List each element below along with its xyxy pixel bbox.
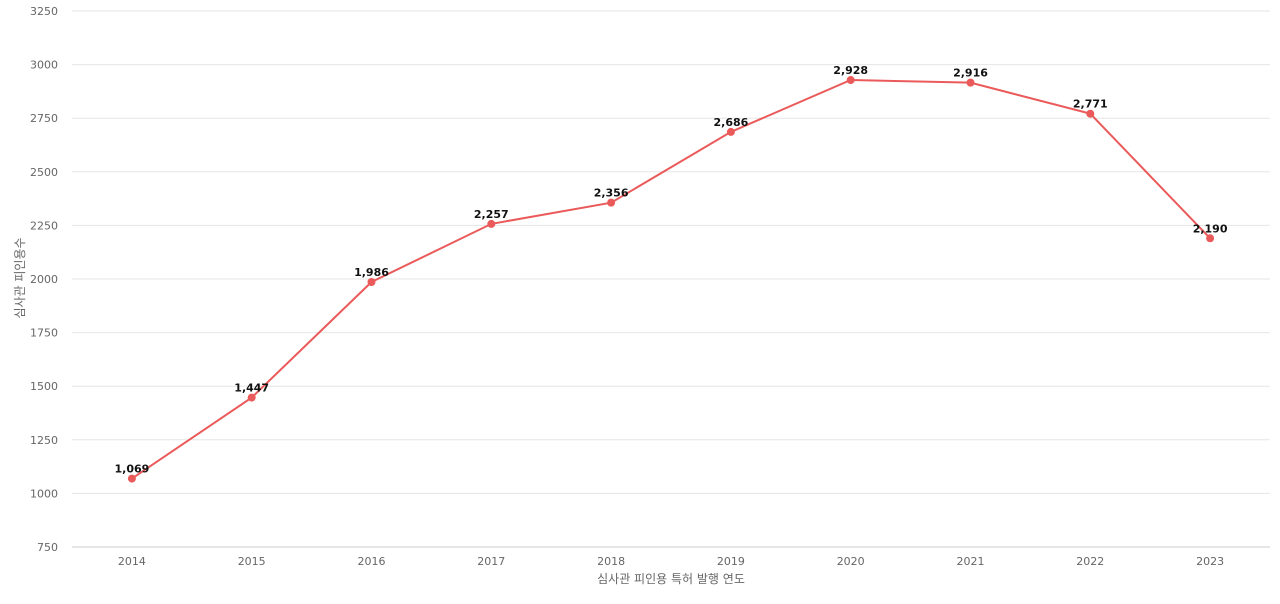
data-labels: 1,069 1,447 1,986 2,257 2,356 2,686 2,928 2,916… bbox=[115, 64, 1228, 476]
y-tick-label: 1500 bbox=[30, 380, 58, 393]
data-point[interactable] bbox=[966, 78, 975, 87]
x-tick-label: 2022 bbox=[1076, 555, 1104, 568]
x-tick-label: 2020 bbox=[837, 555, 865, 568]
data-label: 2,928 bbox=[833, 64, 868, 77]
y-axis-title: 심사관 피인용수 bbox=[13, 237, 27, 318]
y-tick-label: 750 bbox=[37, 541, 58, 554]
x-tick-label: 2019 bbox=[717, 555, 745, 568]
grid-layer bbox=[72, 10, 1270, 494]
data-point[interactable] bbox=[607, 198, 616, 207]
data-label: 1,069 bbox=[115, 463, 150, 476]
y-tick-label: 2250 bbox=[30, 219, 58, 232]
y-tick-label: 3000 bbox=[30, 59, 58, 72]
data-point[interactable] bbox=[1206, 234, 1215, 243]
data-label: 2,771 bbox=[1073, 98, 1108, 111]
x-tick-label: 2021 bbox=[957, 555, 985, 568]
y-tick-label: 2750 bbox=[30, 112, 58, 125]
data-label: 1,986 bbox=[354, 266, 389, 279]
x-axis-ticks: 2014 2015 2016 2017 2018 2019 2020 2021 2022 2023 bbox=[118, 555, 1224, 568]
data-point[interactable] bbox=[127, 474, 136, 483]
data-points bbox=[127, 76, 1215, 483]
y-tick-label: 3250 bbox=[30, 5, 58, 18]
y-tick-label: 1750 bbox=[30, 327, 58, 340]
x-tick-label: 2016 bbox=[358, 555, 386, 568]
data-label: 2,356 bbox=[594, 187, 629, 200]
data-label: 2,190 bbox=[1193, 222, 1228, 235]
data-label: 2,686 bbox=[714, 116, 749, 129]
y-tick-label: 1250 bbox=[30, 434, 58, 447]
x-tick-label: 2014 bbox=[118, 555, 146, 568]
data-point[interactable] bbox=[367, 278, 376, 287]
y-axis-ticks: 750 1000 1250 1500 1750 2000 2250 2500 2750 3000 3… bbox=[30, 5, 58, 554]
data-label: 1,447 bbox=[234, 382, 269, 395]
x-tick-label: 2017 bbox=[477, 555, 505, 568]
data-label: 2,916 bbox=[953, 67, 988, 80]
data-point[interactable] bbox=[247, 393, 256, 402]
series-line bbox=[131, 78, 1211, 480]
data-point[interactable] bbox=[846, 76, 855, 85]
x-axis-title: 심사관 피인용 특허 발행 연도 bbox=[597, 571, 745, 586]
data-point[interactable] bbox=[1086, 109, 1095, 118]
y-tick-label: 2000 bbox=[30, 273, 58, 286]
data-point[interactable] bbox=[487, 219, 496, 228]
x-tick-label: 2018 bbox=[597, 555, 625, 568]
y-tick-label: 2500 bbox=[30, 166, 58, 179]
x-tick-label: 2023 bbox=[1196, 555, 1224, 568]
data-label: 2,257 bbox=[474, 208, 509, 221]
data-point[interactable] bbox=[726, 127, 735, 136]
x-tick-label: 2015 bbox=[238, 555, 266, 568]
y-tick-label: 1000 bbox=[30, 487, 58, 500]
